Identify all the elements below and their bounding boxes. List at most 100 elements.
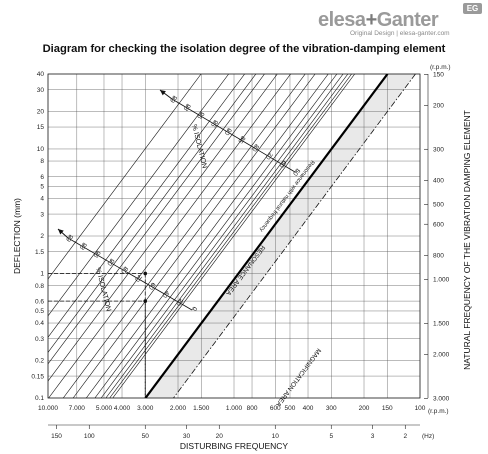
isolation-scale-value: 80: [250, 142, 260, 152]
example-point: [143, 299, 148, 303]
isolation-scale-tick: [253, 144, 258, 148]
x-tick-label: 2.000: [170, 405, 187, 412]
y-tick-label: 40: [37, 71, 45, 78]
hz-tick-label: 20: [216, 433, 224, 440]
y-tick-label: 0.8: [35, 283, 44, 290]
hz-tick-label: 50: [142, 433, 150, 440]
y-tick-label: 0.4: [35, 320, 44, 327]
x-tick-label: 100: [415, 405, 426, 412]
x-tick-label: 5.000: [96, 405, 113, 412]
right-axis-tick-label: 300: [433, 146, 444, 153]
y-tick-label: 0.6: [35, 298, 44, 305]
isolation-line: [105, 74, 349, 398]
y-tick-label: 0.2: [35, 358, 44, 365]
right-axis-tick-label: 150: [433, 72, 444, 79]
y-tick-label: 0.5: [35, 308, 44, 315]
y-axis-title: DEFLECTION (mm): [12, 198, 22, 274]
isolation-scale-tick: [191, 306, 196, 311]
isolation-scale-tick: [267, 152, 271, 156]
brand-plus: +: [365, 9, 378, 31]
isolation-line: [94, 74, 338, 398]
isolation-scale-tick: [171, 95, 176, 100]
magnification-area-label: MAGNIFICATION AREA: [274, 347, 322, 408]
magnification-line: [173, 74, 416, 398]
y-tick-label: 30: [37, 87, 45, 94]
website-text: Original Design | elesa-ganter.com: [350, 30, 450, 37]
x-tick-label: 150: [382, 405, 393, 412]
isolation-scale-value: 60: [147, 281, 157, 291]
hz-tick-label: 150: [51, 433, 62, 440]
x-tick-label: 800: [247, 405, 258, 412]
right-axis-tick-label: 2.000: [433, 352, 450, 359]
right-axis-tick-label: 200: [433, 103, 444, 110]
isolation-line: [48, 74, 245, 338]
y-tick-label: 1: [40, 271, 44, 278]
y-tick-label: 5: [40, 184, 44, 191]
isolation-line: [109, 74, 352, 398]
x-tick-label: 600: [270, 405, 281, 412]
isolation-scale-value: 0: [190, 305, 198, 312]
right-axis-tick-label: 3.000: [433, 396, 450, 403]
isolation-arrow-lower-head: [58, 229, 64, 235]
isolation-scale-tick: [67, 234, 72, 239]
isolation-line: [48, 74, 278, 382]
isolation-scale-bar: [67, 237, 193, 311]
isolation-scale-tick: [281, 160, 285, 165]
hz-tick-label: 100: [84, 433, 95, 440]
isolation-scale-tick: [294, 168, 299, 173]
x-axis-title: DISTURBING FREQUENCY: [180, 441, 288, 451]
isolation-scale-tick: [240, 136, 244, 140]
hz-tick-label: 30: [183, 433, 191, 440]
isolation-line: [62, 74, 306, 398]
isolation-scale-value: 99: [168, 94, 178, 104]
y-tick-label: 0.1: [35, 395, 44, 402]
isolation-line: [48, 74, 202, 280]
right-axis-tick-label: 500: [433, 202, 444, 209]
isolation-scale-tick: [136, 274, 141, 279]
right-axis-tick-label: 1.500: [433, 321, 450, 328]
isolation-line: [48, 74, 291, 398]
chart-title: Diagram for checking the isolation degre…: [42, 43, 446, 55]
x-tick-label: 200: [359, 405, 370, 412]
right-axis-tick-label: 400: [433, 178, 444, 185]
isolation-scale-value: 80: [119, 265, 129, 275]
right-axis-tick-label: 600: [433, 221, 444, 228]
y-tick-label: 15: [37, 124, 45, 131]
y-tick-label: 8: [40, 158, 44, 165]
isolation-scale-value: 98: [182, 102, 192, 112]
x-tick-label: 10.000: [38, 405, 58, 412]
x-tick-label: 300: [326, 405, 337, 412]
isolation-scale-value: 70: [133, 273, 143, 283]
x-tick-label: 1.000: [226, 405, 243, 412]
isolation-arrow-upper-head: [160, 90, 166, 96]
isolation-scale-value: 90: [105, 257, 115, 267]
isolation-scale-tick: [226, 128, 230, 132]
hz-tick-label: 2: [403, 433, 407, 440]
resonance-line: [144, 74, 389, 398]
x-tick-label: 1.500: [193, 405, 210, 412]
x-tick-label: 7.000: [69, 405, 86, 412]
isolation-scale-value: 90: [223, 126, 233, 136]
isolation-scale-tick: [178, 298, 182, 303]
y-tick-label: 1.5: [35, 249, 44, 256]
isolation-scale-value: 96: [91, 249, 101, 259]
isolation-line: [86, 74, 329, 398]
right-axis-tick-label: 800: [433, 253, 444, 260]
plot-frame: [47, 73, 421, 399]
example-point: [143, 271, 148, 276]
brand-badge: EG: [463, 3, 482, 14]
isolation-line: [100, 74, 344, 398]
isolation-scale-tick: [150, 282, 154, 287]
isolation-line: [48, 74, 229, 317]
isolation-line: [48, 74, 257, 353]
isolation-scale-tick: [185, 103, 189, 108]
isolation-scale-bar: [171, 98, 296, 173]
right-axis-tick-label: 1.000: [433, 277, 450, 284]
isolation-scale-tick: [164, 290, 168, 295]
isolation-scale-tick: [95, 250, 99, 255]
hz-tick-label: 10: [272, 433, 280, 440]
isolation-scale-tick: [212, 120, 217, 124]
x-units-rpm: (r.p.m.): [428, 408, 449, 415]
